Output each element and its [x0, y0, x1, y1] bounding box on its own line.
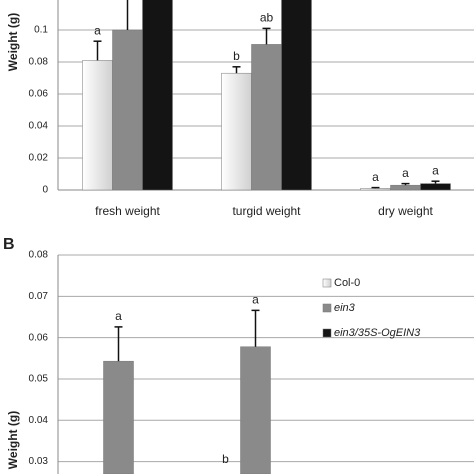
legend-label: ein3/35S-OgEIN3: [334, 327, 421, 339]
legend-label: ein3: [334, 302, 356, 314]
bar: [103, 360, 134, 474]
significance-letter: a: [115, 309, 122, 323]
y-tick-label: 0.06: [29, 89, 49, 100]
bar: [142, 0, 173, 191]
y-tick-label: 0.08: [29, 57, 49, 68]
y-tick-label: 0.03: [29, 456, 49, 467]
significance-letter: a: [372, 170, 379, 184]
y-axis-label: Weight (g): [6, 411, 20, 469]
significance-letter: ab: [260, 11, 274, 25]
significance-letter: b: [233, 49, 240, 63]
x-tick-label: dry weight: [378, 204, 433, 218]
x-tick-label: turgid weight: [232, 204, 301, 218]
bar: [240, 346, 271, 474]
significance-letter: a: [432, 163, 439, 177]
bar: [251, 44, 282, 191]
y-tick-label: 0.02: [29, 153, 49, 164]
significance-letter: a: [252, 293, 259, 307]
y-tick-label: 0.04: [29, 415, 49, 426]
bar: [221, 72, 252, 191]
bar: [281, 0, 312, 191]
y-axis-label: Weight (g): [6, 13, 20, 71]
legend-swatch: [322, 278, 332, 288]
bar: [112, 29, 143, 191]
bar: [390, 184, 421, 191]
significance-letter: a: [94, 23, 101, 37]
y-tick-label: 0.05: [29, 374, 49, 385]
bar: [360, 188, 391, 191]
y-tick-label: 0.06: [29, 332, 49, 343]
y-tick-label: 0.04: [29, 121, 49, 132]
bar: [420, 183, 451, 191]
significance-letter: b: [222, 452, 229, 466]
significance-letter: a: [402, 166, 409, 180]
x-tick-label: fresh weight: [95, 204, 160, 218]
y-tick-label: 0.08: [29, 250, 49, 261]
legend-swatch: [322, 328, 332, 338]
y-tick-label: 0: [42, 185, 48, 196]
legend-label: Col-0: [334, 277, 360, 289]
bar: [82, 60, 113, 191]
panel-label: B: [3, 236, 15, 253]
y-tick-label: 0.1: [34, 25, 48, 36]
y-tick-label: 0.07: [29, 291, 49, 302]
legend-swatch: [322, 303, 332, 313]
